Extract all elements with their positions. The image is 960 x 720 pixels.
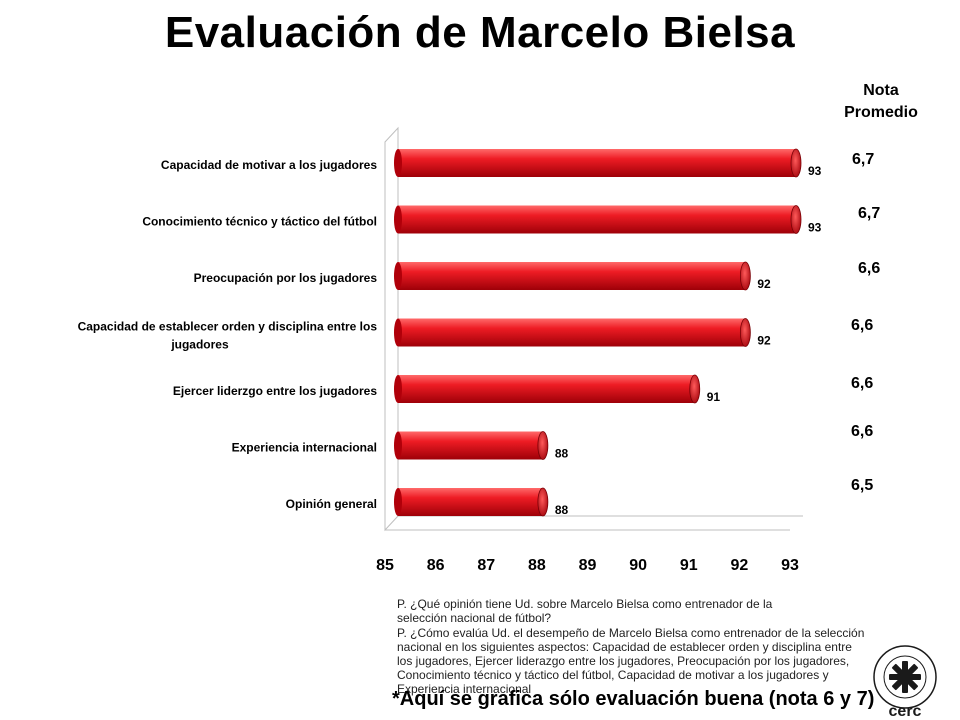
category-label: jugadores — [170, 338, 229, 352]
nota-header-line-2: Promedio — [844, 104, 918, 121]
nota-value: 6,5 — [851, 477, 874, 494]
bar-group: 93 — [394, 205, 822, 235]
nota-value: 6,6 — [851, 375, 874, 392]
x-tick-labels: 85 86 87 88 89 90 91 92 93 — [376, 557, 799, 574]
bar — [398, 488, 543, 516]
bar-group: 92 — [394, 261, 771, 291]
bar-right-cap — [689, 374, 701, 404]
bar-right-cap — [537, 431, 549, 460]
x-tick-label: 85 — [376, 557, 394, 574]
category-label: Capacidad de motivar a los jugadores — [161, 158, 377, 172]
category-label: Preocupación por los jugadores — [194, 271, 378, 285]
x-tick-label: 89 — [579, 557, 597, 574]
bar-right-cap — [790, 148, 802, 178]
bar-left-cap — [394, 488, 402, 516]
logo-star-icon — [889, 661, 921, 693]
bar-group: 93 — [394, 148, 822, 178]
bar — [398, 375, 695, 403]
bar-left-cap — [394, 431, 402, 460]
bar-left-cap — [394, 262, 402, 290]
bar — [398, 431, 543, 460]
x-tick-label: 86 — [427, 557, 445, 574]
bar-left-cap — [394, 318, 402, 347]
nota-value: 6,6 — [851, 317, 874, 334]
logo-name: cerc — [889, 703, 922, 718]
logo-ring-inner — [883, 655, 927, 699]
cerc-logo: cerc — [873, 645, 937, 718]
x-tick-label: 87 — [477, 557, 495, 574]
bar-right-cap — [739, 261, 751, 291]
x-tick-label: 90 — [629, 557, 647, 574]
bar-group: 91 — [394, 374, 721, 404]
bar-right-cap — [739, 318, 751, 347]
bar-right-cap — [790, 205, 802, 234]
nota-header-line-1: Nota — [863, 82, 899, 99]
bar-group: 88 — [394, 487, 569, 517]
question-1: P. ¿Qué opinión tiene Ud. sobre Marcelo … — [397, 597, 773, 625]
x-tick-label: 92 — [730, 557, 748, 574]
bar-left-cap — [394, 149, 402, 177]
x-tick-label: 88 — [528, 557, 546, 574]
category-label: Experiencia internacional — [232, 441, 377, 455]
page-title: Evaluación de Marcelo Bielsa — [164, 8, 796, 57]
category-label: Capacidad de establecer orden y discipli… — [78, 320, 378, 334]
category-label: Opinión general — [286, 497, 377, 511]
bar — [398, 149, 796, 177]
bar-value-label: 88 — [555, 503, 569, 517]
bar-right-cap — [537, 487, 549, 517]
nota-value: 6,6 — [858, 260, 881, 277]
bar-value-label: 92 — [757, 277, 771, 291]
bar-left-cap — [394, 375, 402, 403]
bar — [398, 205, 796, 234]
category-label: Conocimiento técnico y táctico del fútbo… — [142, 215, 377, 229]
category-label: Ejercer liderzgo entre los jugadores — [173, 384, 377, 398]
bar-group: 88 — [394, 431, 569, 461]
chart-bars: 93 93 92 92 91 88 88 — [394, 148, 822, 517]
footnote: *Aquí se grafica sólo evaluación buena (… — [392, 688, 875, 710]
x-tick-label: 91 — [680, 557, 698, 574]
category-labels: Capacidad de motivar a los jugadores Cono… — [78, 158, 378, 511]
bar-value-label: 93 — [808, 221, 822, 235]
nota-value: 6,6 — [851, 423, 874, 440]
bar-value-label: 88 — [555, 447, 569, 461]
nota-promedio-header: Nota Promedio — [826, 80, 936, 124]
logo-ring — [873, 645, 937, 709]
bar — [398, 318, 746, 347]
nota-value: 6,7 — [858, 205, 881, 222]
nota-value: 6,7 — [852, 151, 875, 168]
bar-chart: 93 93 92 92 91 88 88 Capacidad de motivar a lo… — [78, 126, 822, 574]
bar-value-label: 92 — [757, 334, 771, 348]
question-2: P. ¿Cómo evalúa Ud. el desempeño de Marc… — [397, 626, 865, 696]
bar-value-label: 91 — [707, 390, 721, 404]
bar-value-label: 93 — [808, 164, 822, 178]
bar-left-cap — [394, 205, 402, 234]
x-tick-label: 93 — [781, 557, 799, 574]
bar — [398, 262, 746, 290]
bar-group: 92 — [394, 318, 771, 348]
